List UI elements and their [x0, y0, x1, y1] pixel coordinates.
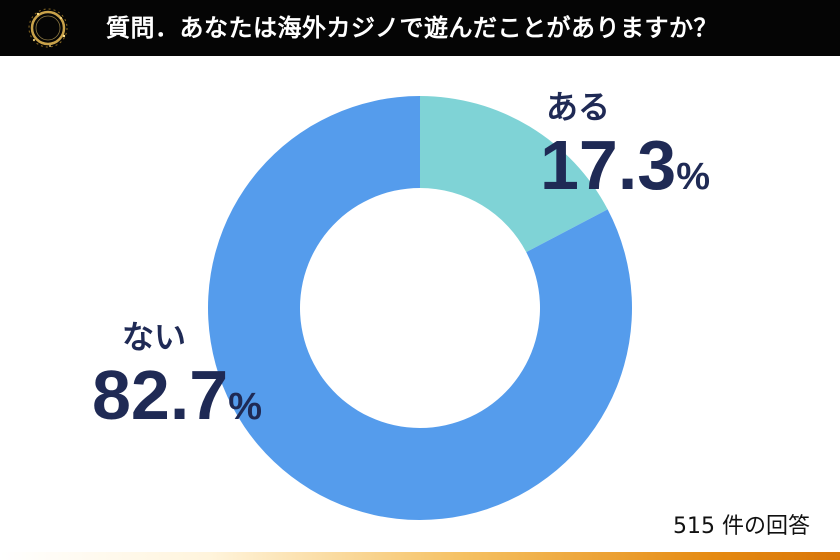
header-bar: 質問．あなたは海外カジノで遊んだことがありますか？	[0, 0, 840, 56]
no-label: ない 82.7%	[92, 312, 262, 430]
bottom-gradient-bar	[0, 552, 840, 560]
question-title: 質問．あなたは海外カジノで遊んだことがありますか？	[106, 14, 719, 42]
slice-value-no: 82.7%	[92, 360, 262, 430]
slice-value-yes-unit: %	[676, 156, 711, 198]
slice-name-yes: ある	[546, 88, 611, 126]
slice-value-no-unit: %	[228, 386, 263, 428]
slice-value-yes: 17.3%	[540, 130, 710, 200]
slice-value-yes-number: 17.3	[540, 126, 677, 204]
slice-name-no: ない	[122, 318, 187, 356]
donut-chart	[208, 96, 633, 520]
donut-slice-no	[208, 96, 633, 520]
yes-label: ある 17.3%	[540, 82, 710, 200]
gold-ring-logo-icon	[28, 8, 68, 48]
response-count: 515 件の回答	[673, 514, 810, 539]
slice-value-no-number: 82.7	[92, 356, 229, 434]
donut-slice-yes	[420, 96, 608, 253]
